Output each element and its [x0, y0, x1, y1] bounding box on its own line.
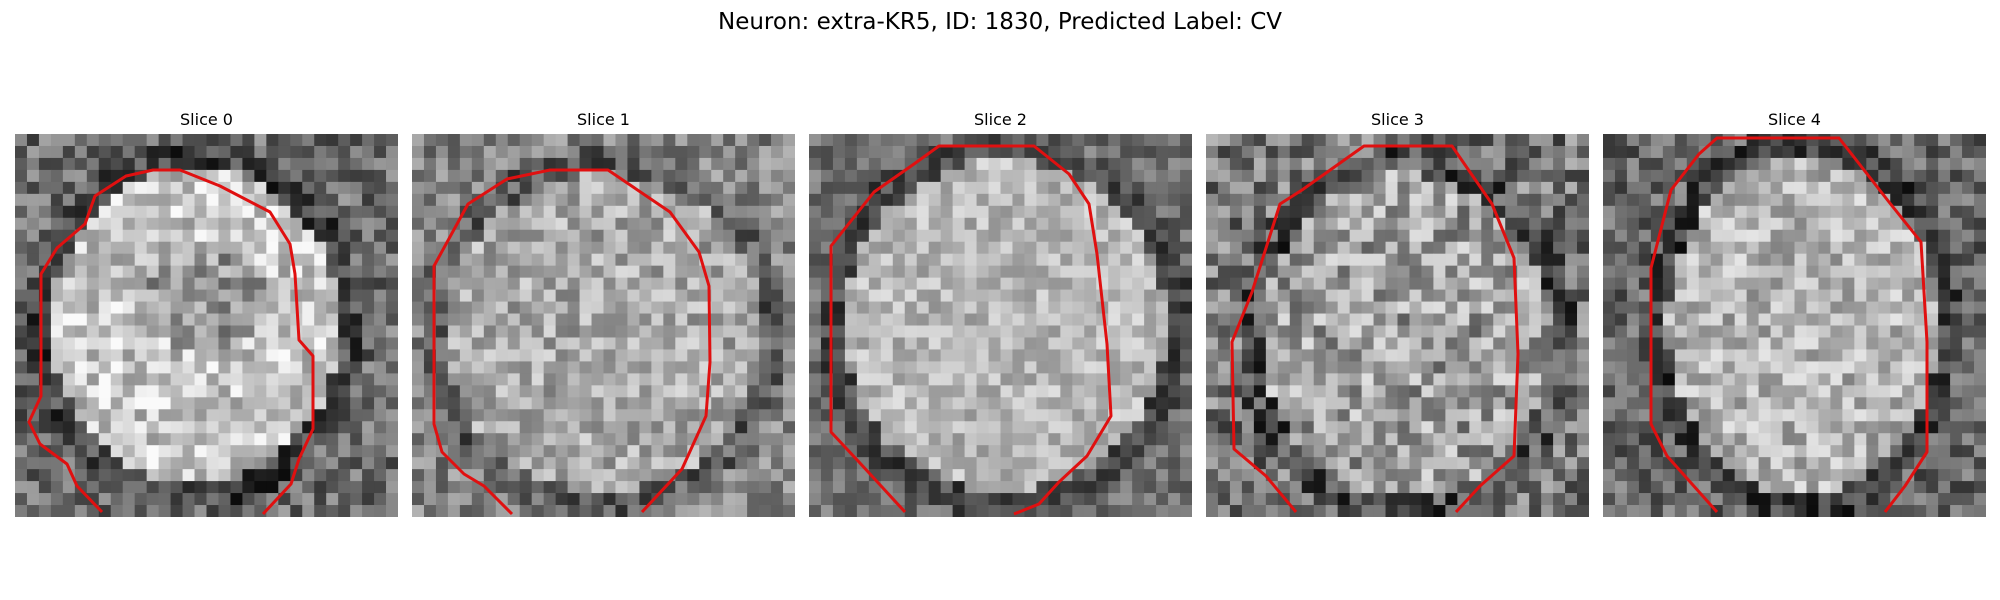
- segmentation-contour: [1649, 136, 1929, 513]
- slice-panel-2: Slice 2: [809, 108, 1192, 517]
- slice-image-3: [1206, 134, 1589, 517]
- slice-title-0: Slice 0: [180, 110, 233, 129]
- slice-image-4: [1603, 134, 1986, 517]
- slice-title-2: Slice 2: [974, 110, 1027, 129]
- segmentation-contour: [432, 168, 712, 516]
- figure-title: Neuron: extra-KR5, ID: 1830, Predicted L…: [717, 9, 1283, 35]
- slice-panel-0: Slice 0: [15, 108, 398, 517]
- segmentation-contour: [829, 144, 1113, 516]
- slice-image-0: [15, 134, 398, 517]
- slice-panel-3: Slice 3: [1206, 108, 1589, 517]
- segmentation-contour: [27, 168, 315, 516]
- slice-title-4: Slice 4: [1768, 110, 1821, 129]
- slice-panel-4: Slice 4: [1603, 108, 1986, 517]
- slice-image-2: [809, 134, 1192, 517]
- slice-panel-1: Slice 1: [412, 108, 795, 517]
- slice-title-3: Slice 3: [1371, 110, 1424, 129]
- segmentation-contour: [1230, 144, 1520, 514]
- slice-image-1: [412, 134, 795, 517]
- slice-title-1: Slice 1: [577, 110, 630, 129]
